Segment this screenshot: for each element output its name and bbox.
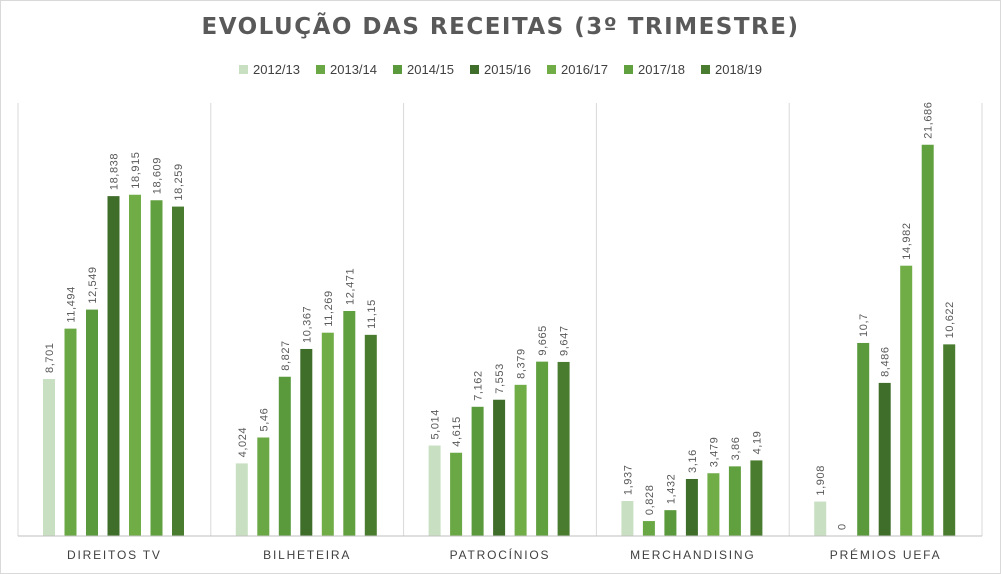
bar-value-label: 18,838	[109, 153, 121, 190]
legend-swatch	[316, 65, 325, 74]
legend-swatch	[470, 65, 479, 74]
bar-0-2	[86, 309, 98, 536]
bar-1-2	[278, 376, 291, 536]
bar-2-6	[557, 361, 570, 536]
bar-value-label: 7,162	[473, 370, 485, 401]
bar-value-label: 4,024	[237, 427, 249, 458]
bar-0-5	[150, 200, 163, 536]
bar-3-5	[728, 466, 741, 536]
bar-value-label: 5,014	[430, 409, 442, 440]
bar-4-5	[921, 144, 934, 536]
bar-value-label: 10,367	[301, 306, 313, 343]
chart-title: EVOLUÇÃO DAS RECEITAS (3º TRIMESTRE)	[201, 14, 800, 40]
bar-value-label: 5,46	[258, 408, 270, 432]
bar-value-label: 3,86	[730, 437, 742, 461]
legend-swatch	[239, 65, 248, 74]
bar-0-1	[64, 328, 77, 536]
bar-value-label: 14,982	[901, 222, 913, 259]
legend-label: 2015/16	[484, 62, 531, 77]
legend-item-1: 2013/14	[316, 62, 377, 77]
category-label-1: BILHETEIRA	[263, 548, 351, 562]
bar-value-label: 12,471	[344, 268, 356, 305]
bar-2-0	[428, 445, 441, 536]
bar-2-2	[471, 406, 484, 536]
legend-label: 2016/17	[561, 62, 608, 77]
bar-4-2	[857, 342, 870, 536]
legend-item-4: 2016/17	[547, 62, 608, 77]
legend-label: 2013/14	[330, 62, 377, 77]
bar-value-label: 18,259	[173, 163, 185, 200]
bar-value-label: 21,686	[923, 101, 935, 138]
bar-value-label: 12,549	[87, 266, 99, 303]
bar-value-label: 3,479	[708, 437, 720, 468]
bar-value-label: 1,937	[622, 465, 634, 496]
legend-label: 2012/13	[253, 62, 300, 77]
bar-3-1	[642, 521, 655, 536]
bar-4-4	[900, 265, 913, 536]
bar-0-4	[129, 194, 141, 536]
bar-value-label: 3,16	[687, 449, 699, 473]
bar-1-1	[257, 437, 270, 536]
bar-value-label: 1,908	[815, 465, 827, 496]
bar-value-label: 8,827	[280, 340, 292, 371]
legend-item-2: 2014/15	[393, 62, 454, 77]
bar-1-4	[321, 332, 334, 536]
legend-swatch	[393, 65, 402, 74]
bar-1-6	[364, 334, 377, 536]
bar-value-label: 18,609	[152, 157, 164, 194]
category-label-0: DIREITOS TV	[67, 548, 162, 562]
bar-2-4	[514, 384, 527, 536]
bar-1-3	[300, 348, 313, 536]
bar-3-3	[685, 478, 698, 536]
bar-value-label: 11,494	[66, 286, 78, 322]
bar-4-3	[878, 382, 891, 536]
legend-item-5: 2017/18	[624, 62, 685, 77]
bar-value-label: 8,379	[516, 348, 528, 379]
legend-item-0: 2012/13	[239, 62, 300, 77]
bar-value-label: 7,553	[494, 363, 506, 394]
bar-1-0	[235, 463, 248, 536]
bar-value-label: 11,269	[323, 290, 335, 326]
bar-value-label: 0,828	[644, 485, 656, 516]
bar-value-label: 9,665	[537, 325, 549, 356]
bar-2-5	[536, 361, 549, 536]
chart-legend: 2012/13 2013/14 2014/15 2015/16 2016/17 2017/…	[0, 62, 1001, 77]
bar-value-label: 9,647	[559, 325, 571, 356]
bar-value-label: 0	[837, 523, 849, 530]
bar-2-3	[493, 399, 506, 536]
legend-swatch	[701, 65, 710, 74]
bar-value-label: 4,19	[751, 431, 763, 455]
bar-0-3	[107, 196, 120, 536]
category-label-4: PRÉMIOS UEFA	[830, 547, 942, 562]
legend-label: 2018/19	[715, 62, 762, 77]
category-label-2: PATROCÍNIOS	[450, 547, 551, 562]
bar-value-label: 1,432	[665, 474, 677, 505]
bar-value-label: 8,701	[44, 342, 56, 373]
bar-3-2	[664, 510, 677, 536]
bar-0-0	[43, 379, 55, 536]
bar-2-1	[450, 452, 463, 536]
legend-item-6: 2018/19	[701, 62, 762, 77]
bar-value-label: 10,7	[858, 313, 870, 337]
bar-value-label: 8,486	[880, 346, 892, 377]
bar-value-label: 10,622	[944, 301, 956, 338]
bar-4-6	[943, 344, 956, 536]
legend-label: 2017/18	[638, 62, 685, 77]
bar-3-4	[707, 473, 720, 536]
bar-value-label: 4,615	[451, 416, 463, 447]
bar-4-0	[814, 501, 827, 536]
bar-1-5	[343, 311, 356, 536]
bar-3-6	[750, 460, 763, 536]
legend-item-3: 2015/16	[470, 62, 531, 77]
bar-value-label: 18,915	[130, 151, 142, 188]
bar-0-6	[172, 206, 184, 536]
bar-value-label: 11,15	[366, 299, 378, 329]
legend-label: 2014/15	[407, 62, 454, 77]
category-label-3: MERCHANDISING	[630, 548, 755, 562]
legend-swatch	[624, 65, 633, 74]
legend-swatch	[547, 65, 556, 74]
bar-3-0	[621, 501, 634, 536]
